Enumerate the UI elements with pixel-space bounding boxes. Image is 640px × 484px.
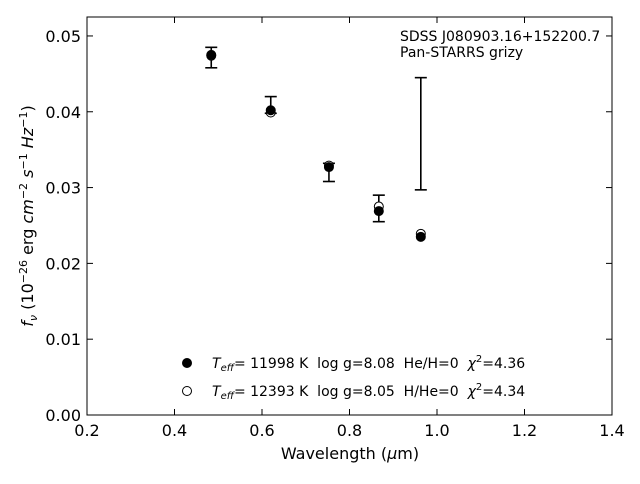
annotation-survey: Pan-STARRS grizy [400, 45, 523, 61]
x-tick-label: 1.0 [424, 421, 449, 440]
x-tick-label: 0.2 [74, 421, 99, 440]
y-tick-label: 0.05 [45, 27, 81, 46]
legend-marker-open [182, 386, 192, 396]
annotation-object: SDSS J080903.16+152200.7 [400, 29, 600, 45]
y-axis-title: fν (10−26 erg cm−2 s−1 Hz−1) [17, 105, 40, 326]
x-tick-label: 0.8 [337, 421, 362, 440]
y-tick-label: 0.03 [45, 179, 81, 198]
errorbars [205, 46, 427, 223]
x-tick-label: 0.4 [162, 421, 187, 440]
x-tick-label: 1.4 [599, 421, 624, 440]
x-axis: 0.2 0.4 0.6 0.8 1.0 1.2 1.4 [74, 17, 625, 440]
legend-entry-1: Teff= 11998 K log g=8.08 He/H=0 χ2=4.36 [212, 354, 525, 374]
point-filled [206, 49, 217, 60]
point-filled [415, 231, 426, 242]
y-tick-label: 0.02 [45, 254, 81, 273]
legend-marker-filled [182, 358, 192, 368]
x-tick-label: 1.2 [512, 421, 537, 440]
legend-entry-2: Teff= 12393 K log g=8.05 H/He=0 χ2=4.34 [212, 382, 525, 402]
x-tick-label: 0.6 [249, 421, 274, 440]
y-tick-label: 0.00 [45, 406, 81, 425]
point-filled [265, 105, 276, 116]
data-points [206, 49, 426, 242]
x-axis-title: Wavelength (μm) [281, 444, 419, 463]
y-axis: 0.00 0.01 0.02 0.03 0.04 0.05 [45, 27, 612, 425]
y-tick-label: 0.04 [45, 103, 81, 122]
errorbar [414, 76, 427, 191]
y-tick-label: 0.01 [45, 330, 81, 349]
point-filled [323, 162, 334, 173]
point-filled [373, 206, 384, 217]
legend: Teff= 11998 K log g=8.08 He/H=0 χ2=4.36 … [182, 354, 525, 402]
